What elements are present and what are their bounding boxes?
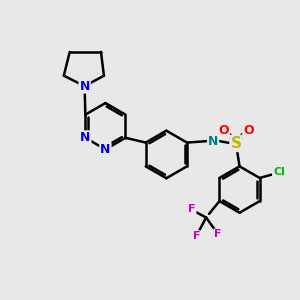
Text: F: F [188, 204, 196, 214]
Text: S: S [230, 136, 242, 151]
Text: F: F [193, 231, 200, 241]
Text: N: N [80, 131, 91, 144]
Text: O: O [243, 124, 254, 137]
Text: F: F [214, 230, 222, 239]
Text: N: N [100, 143, 111, 156]
Text: O: O [218, 124, 229, 137]
Text: N: N [80, 80, 90, 93]
Text: N: N [208, 135, 218, 148]
Text: H: H [220, 127, 229, 136]
Text: Cl: Cl [273, 167, 285, 177]
